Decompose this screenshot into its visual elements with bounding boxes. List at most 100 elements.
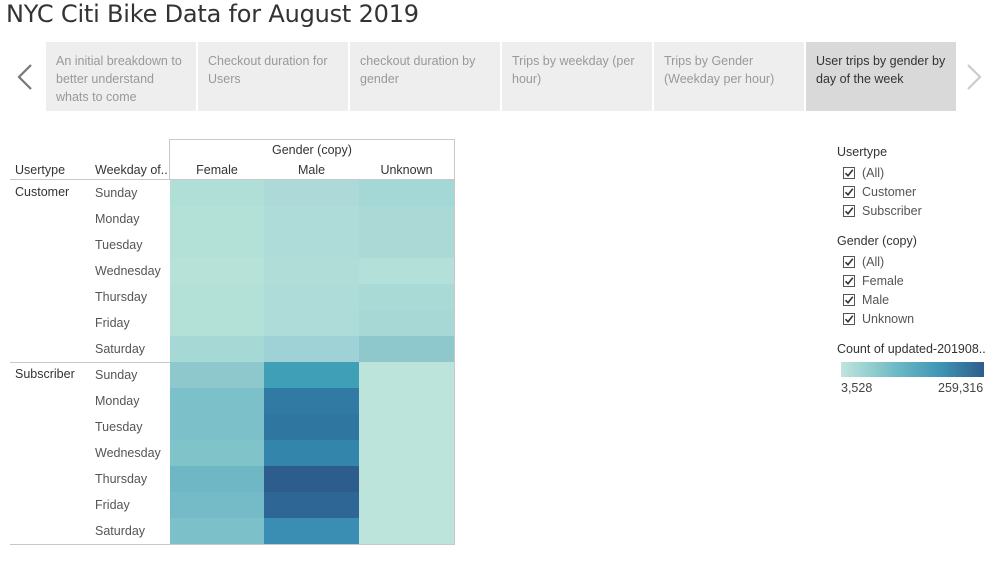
heatmap-cell[interactable]	[264, 258, 359, 284]
filter-option[interactable]: Male	[843, 291, 889, 308]
group-label-customer: Customer	[15, 185, 70, 199]
header-left-border	[169, 139, 170, 179]
story-point-4[interactable]: Trips by weekday (per hour)	[502, 42, 652, 111]
filter-option[interactable]: Subscriber	[843, 202, 922, 219]
checkbox[interactable]	[843, 293, 855, 306]
checkmark-icon	[844, 295, 854, 305]
row-label-customer-friday: Friday	[95, 316, 130, 330]
checkmark-icon	[844, 206, 854, 216]
heatmap-cell[interactable]	[264, 310, 359, 336]
story-point-3[interactable]: checkout duration by gender	[350, 42, 500, 111]
filter-option[interactable]: Unknown	[843, 310, 914, 327]
heatmap-cell[interactable]	[359, 336, 454, 362]
heatmap-cell[interactable]	[264, 440, 359, 466]
filter-option[interactable]: Female	[843, 272, 904, 289]
heatmap-cell[interactable]	[264, 466, 359, 492]
heatmap-cell[interactable]	[170, 388, 264, 414]
group-label-subscriber: Subscriber	[15, 367, 75, 381]
heatmap-cell[interactable]	[359, 206, 454, 232]
heatmap-cell[interactable]	[359, 284, 454, 310]
heatmap-cell[interactable]	[264, 232, 359, 258]
heatmap-cell[interactable]	[359, 362, 454, 388]
heatmap-cell[interactable]	[170, 336, 264, 362]
story-next-button[interactable]	[954, 42, 994, 111]
row-label-subscriber-monday: Monday	[95, 394, 140, 408]
story-prev-button[interactable]	[5, 42, 45, 111]
heatmap-cell[interactable]	[264, 206, 359, 232]
checkbox[interactable]	[843, 255, 855, 268]
chevron-right-icon	[965, 63, 983, 91]
story-point-6[interactable]: User trips by gender by day of the week	[806, 42, 956, 111]
color-legend-ramp	[841, 362, 984, 377]
heatmap-cell[interactable]	[170, 284, 264, 310]
heatmap-cell[interactable]	[170, 440, 264, 466]
row-label-customer-monday: Monday	[95, 212, 140, 226]
checkbox[interactable]	[843, 166, 855, 179]
page-title: NYC Citi Bike Data for August 2019	[6, 0, 419, 28]
color-legend-min: 3,528	[841, 381, 873, 395]
heatmap-cell[interactable]	[359, 466, 454, 492]
header-top-border	[169, 139, 455, 140]
heatmap-cell[interactable]	[264, 336, 359, 362]
heatmap-cell[interactable]	[264, 492, 359, 518]
filter-option-label: (All)	[862, 165, 885, 180]
filter-option-label: Subscriber	[862, 203, 922, 218]
heatmap-cell[interactable]	[170, 310, 264, 336]
row-label-subscriber-tuesday: Tuesday	[95, 420, 143, 434]
heatmap-cell[interactable]	[170, 362, 264, 388]
heatmap-cell[interactable]	[359, 180, 454, 206]
column-header-male: Male	[297, 163, 326, 177]
heatmap-cell[interactable]	[170, 258, 264, 284]
story-point-2[interactable]: Checkout duration for Users	[198, 42, 348, 111]
row-header-1: Usertype	[15, 163, 66, 177]
checkmark-icon	[844, 257, 854, 267]
heatmap-cell[interactable]	[359, 310, 454, 336]
heatmap-cell[interactable]	[170, 414, 264, 440]
checkmark-icon	[844, 314, 854, 324]
heatmap-cell[interactable]	[264, 388, 359, 414]
filter-option[interactable]: Customer	[843, 183, 916, 200]
row-label-subscriber-saturday: Saturday	[95, 524, 146, 538]
row-label-subscriber-wednesday: Wednesday	[95, 446, 161, 460]
checkmark-icon	[844, 187, 854, 197]
header-bottom-border	[10, 179, 455, 180]
heatmap-cell[interactable]	[264, 284, 359, 310]
row-label-subscriber-friday: Friday	[95, 498, 130, 512]
heatmap-cell[interactable]	[170, 180, 264, 206]
heatmap-cell[interactable]	[359, 492, 454, 518]
heatmap-cell[interactable]	[170, 232, 264, 258]
heatmap-cell[interactable]	[170, 466, 264, 492]
story-point-1[interactable]: An initial breakdown to better understan…	[46, 42, 196, 111]
heatmap-cell[interactable]	[359, 258, 454, 284]
story-point-5[interactable]: Trips by Gender (Weekday per hour)	[654, 42, 804, 111]
filter-option[interactable]: (All)	[843, 253, 884, 270]
checkbox[interactable]	[843, 312, 855, 325]
heatmap-cell[interactable]	[170, 206, 264, 232]
checkbox[interactable]	[843, 185, 855, 198]
column-header-female: Female	[196, 163, 238, 177]
column-header-unknown: Unknown	[380, 163, 433, 177]
checkbox[interactable]	[843, 204, 855, 217]
filter-option-label: (All)	[862, 254, 885, 269]
heatmap-cell[interactable]	[359, 414, 454, 440]
heatmap-cell[interactable]	[264, 518, 359, 544]
heatmap-cell[interactable]	[359, 440, 454, 466]
filter-option-label: Male	[862, 292, 890, 307]
heatmap-cell[interactable]	[264, 180, 359, 206]
filter-option-label: Unknown	[862, 311, 915, 326]
checkmark-icon	[844, 168, 854, 178]
heatmap-cell[interactable]	[264, 362, 359, 388]
filter-option[interactable]: (All)	[843, 164, 884, 181]
row-label-customer-wednesday: Wednesday	[95, 264, 161, 278]
header-right-border	[454, 139, 455, 544]
filter-option-label: Customer	[862, 184, 917, 199]
heatmap-cell[interactable]	[170, 492, 264, 518]
checkbox[interactable]	[843, 274, 855, 287]
heatmap-table: Gender (copy) Usertype Weekday of.. Female M…	[0, 0, 470, 560]
heatmap-cell[interactable]	[264, 414, 359, 440]
heatmap-cell[interactable]	[359, 232, 454, 258]
heatmap-cell[interactable]	[170, 518, 264, 544]
heatmap-cell[interactable]	[359, 388, 454, 414]
row-label-subscriber-sunday: Sunday	[95, 368, 138, 382]
heatmap-cell[interactable]	[359, 518, 454, 544]
